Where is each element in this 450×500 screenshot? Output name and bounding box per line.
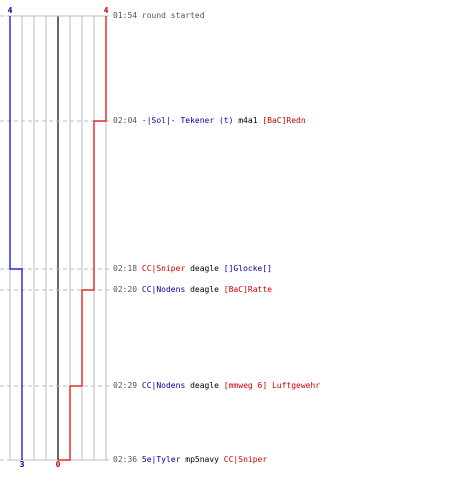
red-team-series <box>58 16 107 461</box>
count-label-bottom-left: 3 <box>20 460 25 469</box>
event-row: 02:04 -|Sol|- Tekener (t) m4a1 [BaC]Redn <box>113 116 306 126</box>
count-labels: 4 4 3 0 <box>8 6 109 469</box>
event-row: 02:29 CC|Nodens deagle [mmweg 6] Luftgew… <box>113 381 320 391</box>
event-time: 02:04 <box>113 116 142 125</box>
event-time: 02:20 <box>113 285 142 294</box>
event-info: round started <box>141 11 205 20</box>
event-weapon: deagle <box>185 381 224 390</box>
event-killer: CC|Sniper <box>141 264 186 273</box>
event-guide-lines <box>0 15 112 461</box>
event-row: 01:54 round started <box>113 11 205 21</box>
event-time: 02:36 <box>113 455 142 464</box>
event-killer: -|Sol|- Tekener (t) <box>141 116 234 125</box>
count-label-bottom-right: 0 <box>56 460 61 469</box>
event-row: 02:18 CC|Sniper deagle []Glocke[] <box>113 264 272 274</box>
event-time: 01:54 <box>113 11 142 20</box>
event-killer: CC|Nodens <box>141 381 186 390</box>
event-time: 02:18 <box>113 264 142 273</box>
event-row: 02:20 CC|Nodens deagle [BaC]Ratte <box>113 285 272 295</box>
event-weapon: deagle <box>185 285 224 294</box>
event-victim: [BaC]Redn <box>262 116 306 125</box>
event-row: 02:36 5e|Tyler mp5navy CC|Sniper <box>113 455 267 465</box>
event-victim: [BaC]Ratte <box>223 285 272 294</box>
grid-lines <box>9 15 107 461</box>
event-killer: CC|Nodens <box>141 285 186 294</box>
player-count-series <box>9 16 107 461</box>
event-weapon: m4a1 <box>233 116 263 125</box>
event-weapon: mp5navy <box>180 455 224 464</box>
event-weapon: deagle <box>185 264 224 273</box>
event-time: 02:29 <box>113 381 142 390</box>
count-label-top-right: 4 <box>104 6 109 15</box>
count-label-top-left: 4 <box>8 6 13 15</box>
event-killer: 5e|Tyler <box>141 455 181 464</box>
event-victim: [mmweg 6] Luftgewehr <box>223 381 321 390</box>
event-victim: []Glocke[] <box>223 264 272 273</box>
event-victim: CC|Sniper <box>223 455 268 464</box>
blue-team-series <box>9 16 23 460</box>
